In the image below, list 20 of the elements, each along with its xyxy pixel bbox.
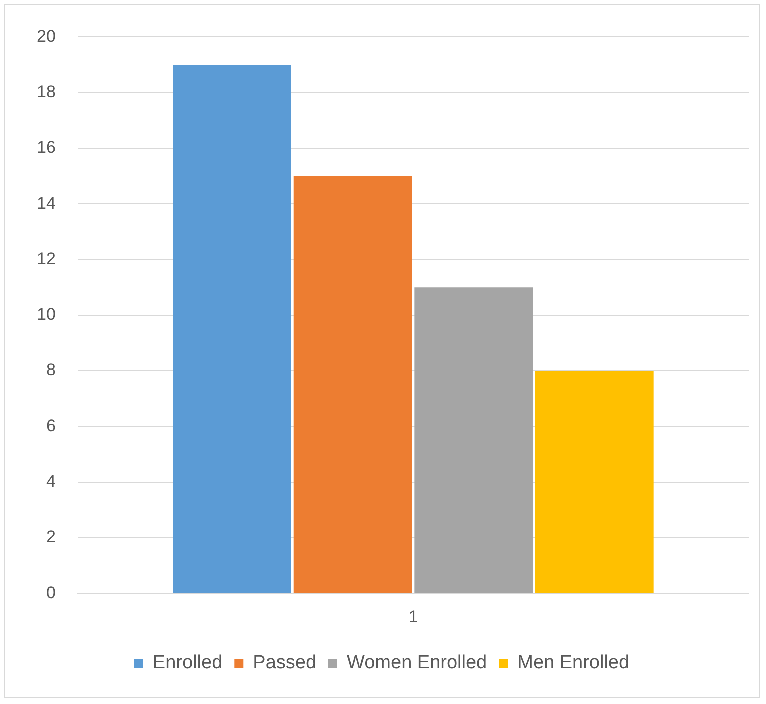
x-tick-label: 1 (408, 607, 418, 626)
y-tick-label: 2 (46, 528, 56, 547)
y-tick-label: 14 (36, 194, 56, 213)
legend-label: Passed (253, 652, 317, 674)
y-tick-label: 16 (36, 138, 56, 158)
y-tick-label: 0 (46, 583, 56, 602)
legend-label: Men Enrolled (518, 652, 630, 674)
y-tick-label: 4 (46, 472, 56, 492)
bar (173, 65, 292, 594)
legend-label: Enrolled (152, 652, 223, 674)
y-tick-label: 18 (36, 82, 56, 102)
y-tick-label: 10 (36, 305, 56, 324)
y-tick-label: 8 (46, 360, 56, 380)
y-tick-label: 20 (36, 26, 56, 46)
bar (414, 288, 534, 594)
y-tick-label: 6 (46, 416, 56, 436)
bar (535, 371, 654, 594)
legend-label: Women Enrolled (347, 652, 488, 674)
bar (294, 176, 412, 594)
y-tick-label: 12 (36, 249, 56, 268)
